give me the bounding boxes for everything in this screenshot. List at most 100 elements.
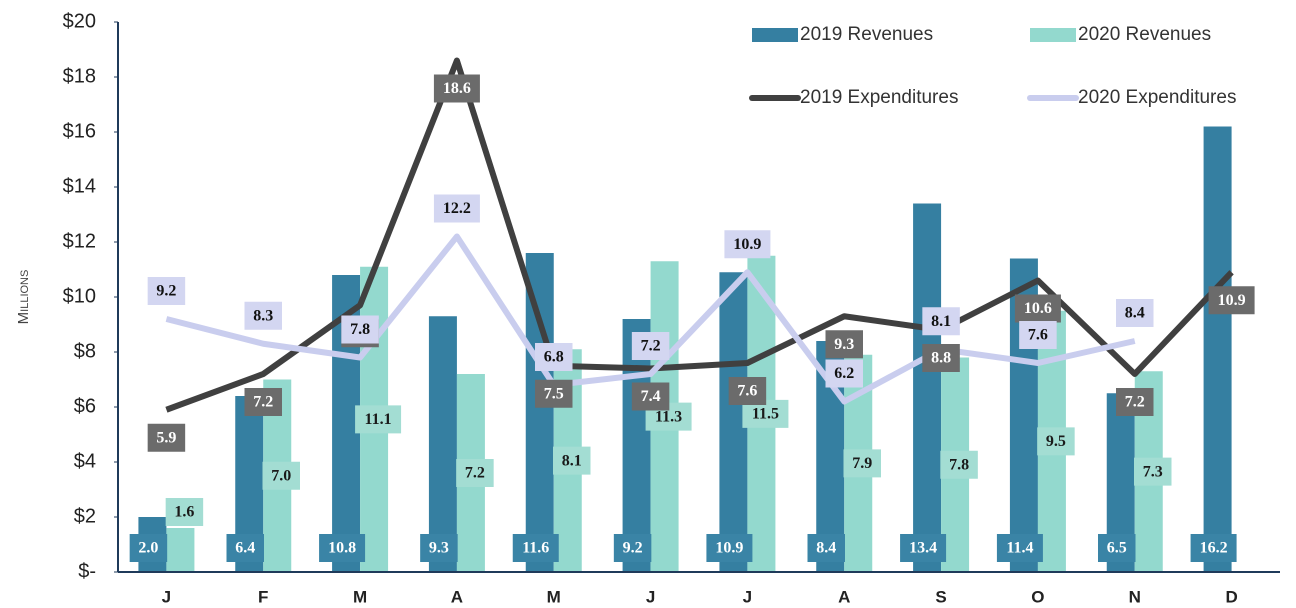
data-label: 7.2 [244, 388, 282, 416]
x-tick-label: A [451, 587, 463, 606]
data-label-text: 9.5 [1046, 433, 1066, 450]
data-label: 18.6 [433, 74, 480, 103]
data-label: 2.0 [129, 534, 168, 562]
data-label: 10.9 [706, 534, 753, 562]
data-label: 10.6 [1014, 294, 1061, 323]
data-label-box [1116, 388, 1154, 416]
data-label-box [940, 450, 978, 479]
data-label-box [706, 534, 753, 562]
data-label: 7.2 [456, 459, 494, 487]
data-label-text: 10.9 [1218, 292, 1246, 309]
data-label-box [512, 534, 559, 562]
data-label-box [807, 534, 845, 562]
data-label-text: 7.6 [737, 383, 757, 400]
data-label-text: 7.2 [641, 338, 661, 355]
data-label-box [1019, 321, 1057, 349]
y-tick-label: $8 [74, 340, 96, 362]
data-label-text: 7.8 [949, 456, 969, 473]
data-label-text: 7.2 [465, 465, 485, 482]
data-label-box [553, 446, 591, 475]
y-axis-title: Millions [15, 270, 32, 325]
data-label-text: 10.9 [715, 540, 743, 557]
data-label-text: 7.2 [1125, 394, 1145, 411]
legend-label: 2019 Revenues [800, 24, 933, 45]
data-label-text: 12.2 [443, 200, 471, 217]
data-label: 7.0 [262, 461, 300, 490]
data-label-box [420, 534, 458, 562]
data-label: 7.6 [728, 377, 767, 405]
x-tick-label: J [162, 587, 171, 606]
bar [913, 203, 942, 572]
data-label-text: 11.5 [752, 406, 779, 423]
x-tick-label: A [838, 587, 850, 606]
data-label-box [226, 534, 264, 562]
data-label-text: 9.3 [429, 540, 449, 557]
data-label-box [900, 534, 947, 562]
data-label-box [825, 330, 863, 359]
legend-swatch [752, 28, 798, 42]
data-label: 10.8 [319, 534, 366, 562]
x-tick-label: D [1225, 587, 1237, 606]
data-label: 9.5 [1037, 427, 1075, 456]
y-tick-label: $10 [63, 285, 96, 307]
data-label: 9.2 [147, 277, 186, 305]
data-label-box [129, 534, 168, 562]
data-label-text: 7.6 [1028, 327, 1048, 344]
data-label-box [631, 332, 670, 360]
bar [1203, 126, 1232, 572]
data-label-box [922, 307, 960, 336]
data-label-text: 8.1 [931, 313, 951, 330]
data-label-box [843, 449, 881, 478]
x-tick-label: O [1031, 587, 1044, 606]
data-label-text: 8.4 [816, 540, 836, 557]
data-label-box [535, 343, 573, 371]
data-label: 7.6 [1019, 321, 1057, 349]
y-tick-label: $20 [63, 10, 96, 32]
data-label-box [147, 423, 186, 452]
y-tick-label: $- [78, 560, 96, 582]
data-label-box [319, 534, 366, 562]
data-label: 8.3 [244, 301, 282, 330]
bar [525, 253, 554, 572]
y-tick-label: $4 [74, 450, 96, 472]
y-tick-label: $14 [63, 175, 96, 197]
data-label: 7.3 [1134, 457, 1172, 486]
data-label: 11.1 [355, 405, 402, 434]
data-label-text: 1.6 [174, 504, 194, 521]
legend-label: 2020 Expenditures [1078, 87, 1236, 108]
data-label-box [724, 230, 771, 259]
data-label-box [1116, 299, 1154, 327]
data-label-box [355, 405, 402, 434]
data-label: 16.2 [1190, 534, 1237, 562]
x-tick-label: M [547, 587, 561, 606]
x-tick-label: M [353, 587, 367, 606]
x-tick-label: J [743, 587, 752, 606]
y-tick-label: $6 [74, 395, 96, 417]
data-label-box [1134, 457, 1172, 486]
data-label-box [433, 74, 480, 103]
data-label-box [613, 534, 652, 562]
data-label-text: 9.2 [623, 540, 643, 557]
data-label: 6.5 [1098, 534, 1136, 562]
data-label-text: 7.3 [1143, 463, 1163, 480]
data-label: 13.4 [900, 534, 947, 562]
data-label-text: 18.6 [443, 80, 471, 97]
data-label-box [922, 344, 960, 372]
data-label-box [244, 301, 282, 330]
data-label-text: 7.4 [641, 388, 661, 405]
data-label-text: 6.4 [235, 540, 255, 557]
legend-label: 2020 Revenues [1078, 24, 1211, 45]
y-tick-label: $18 [63, 65, 96, 87]
data-label-text: 11.4 [1006, 540, 1033, 557]
data-label: 7.8 [940, 450, 978, 479]
data-label: 6.4 [226, 534, 264, 562]
data-label-text: 11.6 [522, 540, 549, 557]
bar [166, 528, 195, 572]
data-label-text: 7.5 [544, 385, 564, 402]
data-label-text: 5.9 [156, 429, 176, 446]
data-label-text: 7.8 [350, 321, 370, 338]
data-label: 6.8 [535, 343, 573, 371]
data-label: 8.1 [553, 446, 591, 475]
legend-label: 2019 Expenditures [800, 87, 958, 108]
data-label: 7.9 [843, 449, 881, 478]
